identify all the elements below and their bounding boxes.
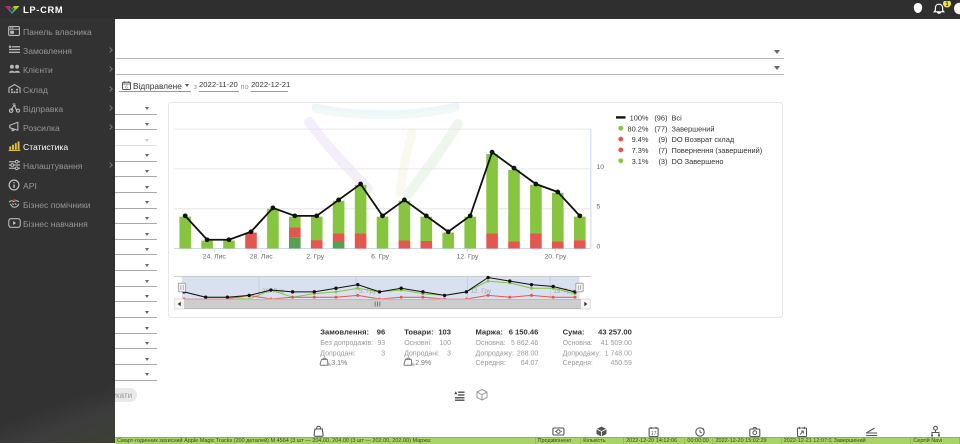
svg-text:Середня:: Середня: (476, 360, 506, 367)
svg-text:(9): (9) (658, 135, 667, 144)
svg-text:103: 103 (438, 328, 451, 337)
svg-text:(77): (77) (654, 124, 667, 133)
svg-text:100: 100 (439, 340, 451, 347)
svg-text:10: 10 (597, 164, 605, 171)
svg-text:(7): (7) (658, 146, 667, 155)
svg-text:1: 1 (945, 2, 949, 8)
svg-text:450.59: 450.59 (610, 360, 632, 367)
svg-text:28. Лис: 28. Лис (250, 254, 274, 261)
svg-text:3.1%: 3.1% (632, 157, 649, 166)
svg-text:Основна:: Основна: (476, 340, 506, 347)
svg-text:DO Завершено: DO Завершено (672, 157, 724, 166)
svg-text:(3): (3) (658, 157, 667, 166)
svg-text:20. Гру: 20. Гру (545, 254, 567, 261)
svg-text:12. Гру: 12. Гру (470, 288, 492, 295)
svg-text:Без допродажів:: Без допродажів: (320, 339, 373, 347)
svg-text:Сума:: Сума: (563, 328, 585, 337)
svg-text:6: 6 (125, 84, 128, 89)
svg-text:%: % (411, 362, 415, 367)
svg-text:Середня:: Середня: (563, 360, 593, 367)
svg-text:7.3%: 7.3% (632, 146, 649, 155)
svg-text:5. Гру: 5. Гру (359, 288, 377, 295)
svg-text:Всі: Всі (672, 113, 683, 122)
svg-text:Основна:: Основна: (563, 340, 593, 347)
svg-text:3: 3 (381, 350, 385, 357)
svg-text:28. Лис: 28. Лис (262, 288, 285, 295)
svg-text:100%: 100% (630, 113, 649, 122)
svg-text:5 862.46: 5 862.46 (511, 340, 538, 347)
svg-text:(96): (96) (654, 113, 667, 122)
svg-text:Допродажу:: Допродажу: (476, 350, 514, 357)
svg-text:6 150.46: 6 150.46 (509, 328, 539, 337)
svg-text:0: 0 (597, 244, 601, 251)
svg-text:24. Лис: 24. Лис (203, 254, 227, 261)
svg-text:41 509.00: 41 509.00 (601, 340, 632, 347)
svg-text:Допродажу:: Допродажу: (563, 350, 601, 357)
svg-text:Маржа:: Маржа: (476, 328, 503, 337)
svg-text:93: 93 (377, 340, 385, 347)
svg-text:6. Гру: 6. Гру (371, 254, 390, 261)
svg-text:43 257.00: 43 257.00 (598, 328, 632, 337)
svg-text:3: 3 (447, 350, 451, 357)
svg-text:Товари:: Товари: (404, 328, 433, 337)
svg-text:Допродані:: Допродані: (404, 349, 440, 357)
svg-text:Завершений: Завершений (672, 124, 715, 133)
svg-text:Основні:: Основні: (404, 339, 432, 347)
svg-text:17: 17 (651, 431, 657, 437)
svg-text:3.1%: 3.1% (331, 360, 347, 367)
svg-text:9.4%: 9.4% (632, 135, 649, 144)
svg-text:%: % (327, 362, 331, 367)
svg-text:2.9%: 2.9% (415, 360, 431, 367)
svg-text:Повернення (завершений): Повернення (завершений) (672, 146, 763, 155)
svg-text:80.2%: 80.2% (628, 124, 649, 133)
svg-text:1 748.00: 1 748.00 (605, 350, 632, 357)
svg-text:19. Гру: 19. Гру (553, 288, 575, 295)
svg-text:288.00: 288.00 (517, 350, 539, 357)
svg-text:Замовлення:: Замовлення: (320, 328, 369, 337)
svg-text:2. Гру: 2. Гру (306, 254, 325, 261)
svg-text:DO Возврат склад: DO Возврат склад (672, 135, 735, 144)
svg-text:64.07: 64.07 (521, 360, 539, 367)
svg-text:96: 96 (377, 328, 385, 337)
svg-text:Допродані:: Допродані: (320, 349, 356, 357)
svg-text:12. Гру: 12. Гру (457, 254, 479, 261)
svg-text:5: 5 (597, 204, 601, 211)
